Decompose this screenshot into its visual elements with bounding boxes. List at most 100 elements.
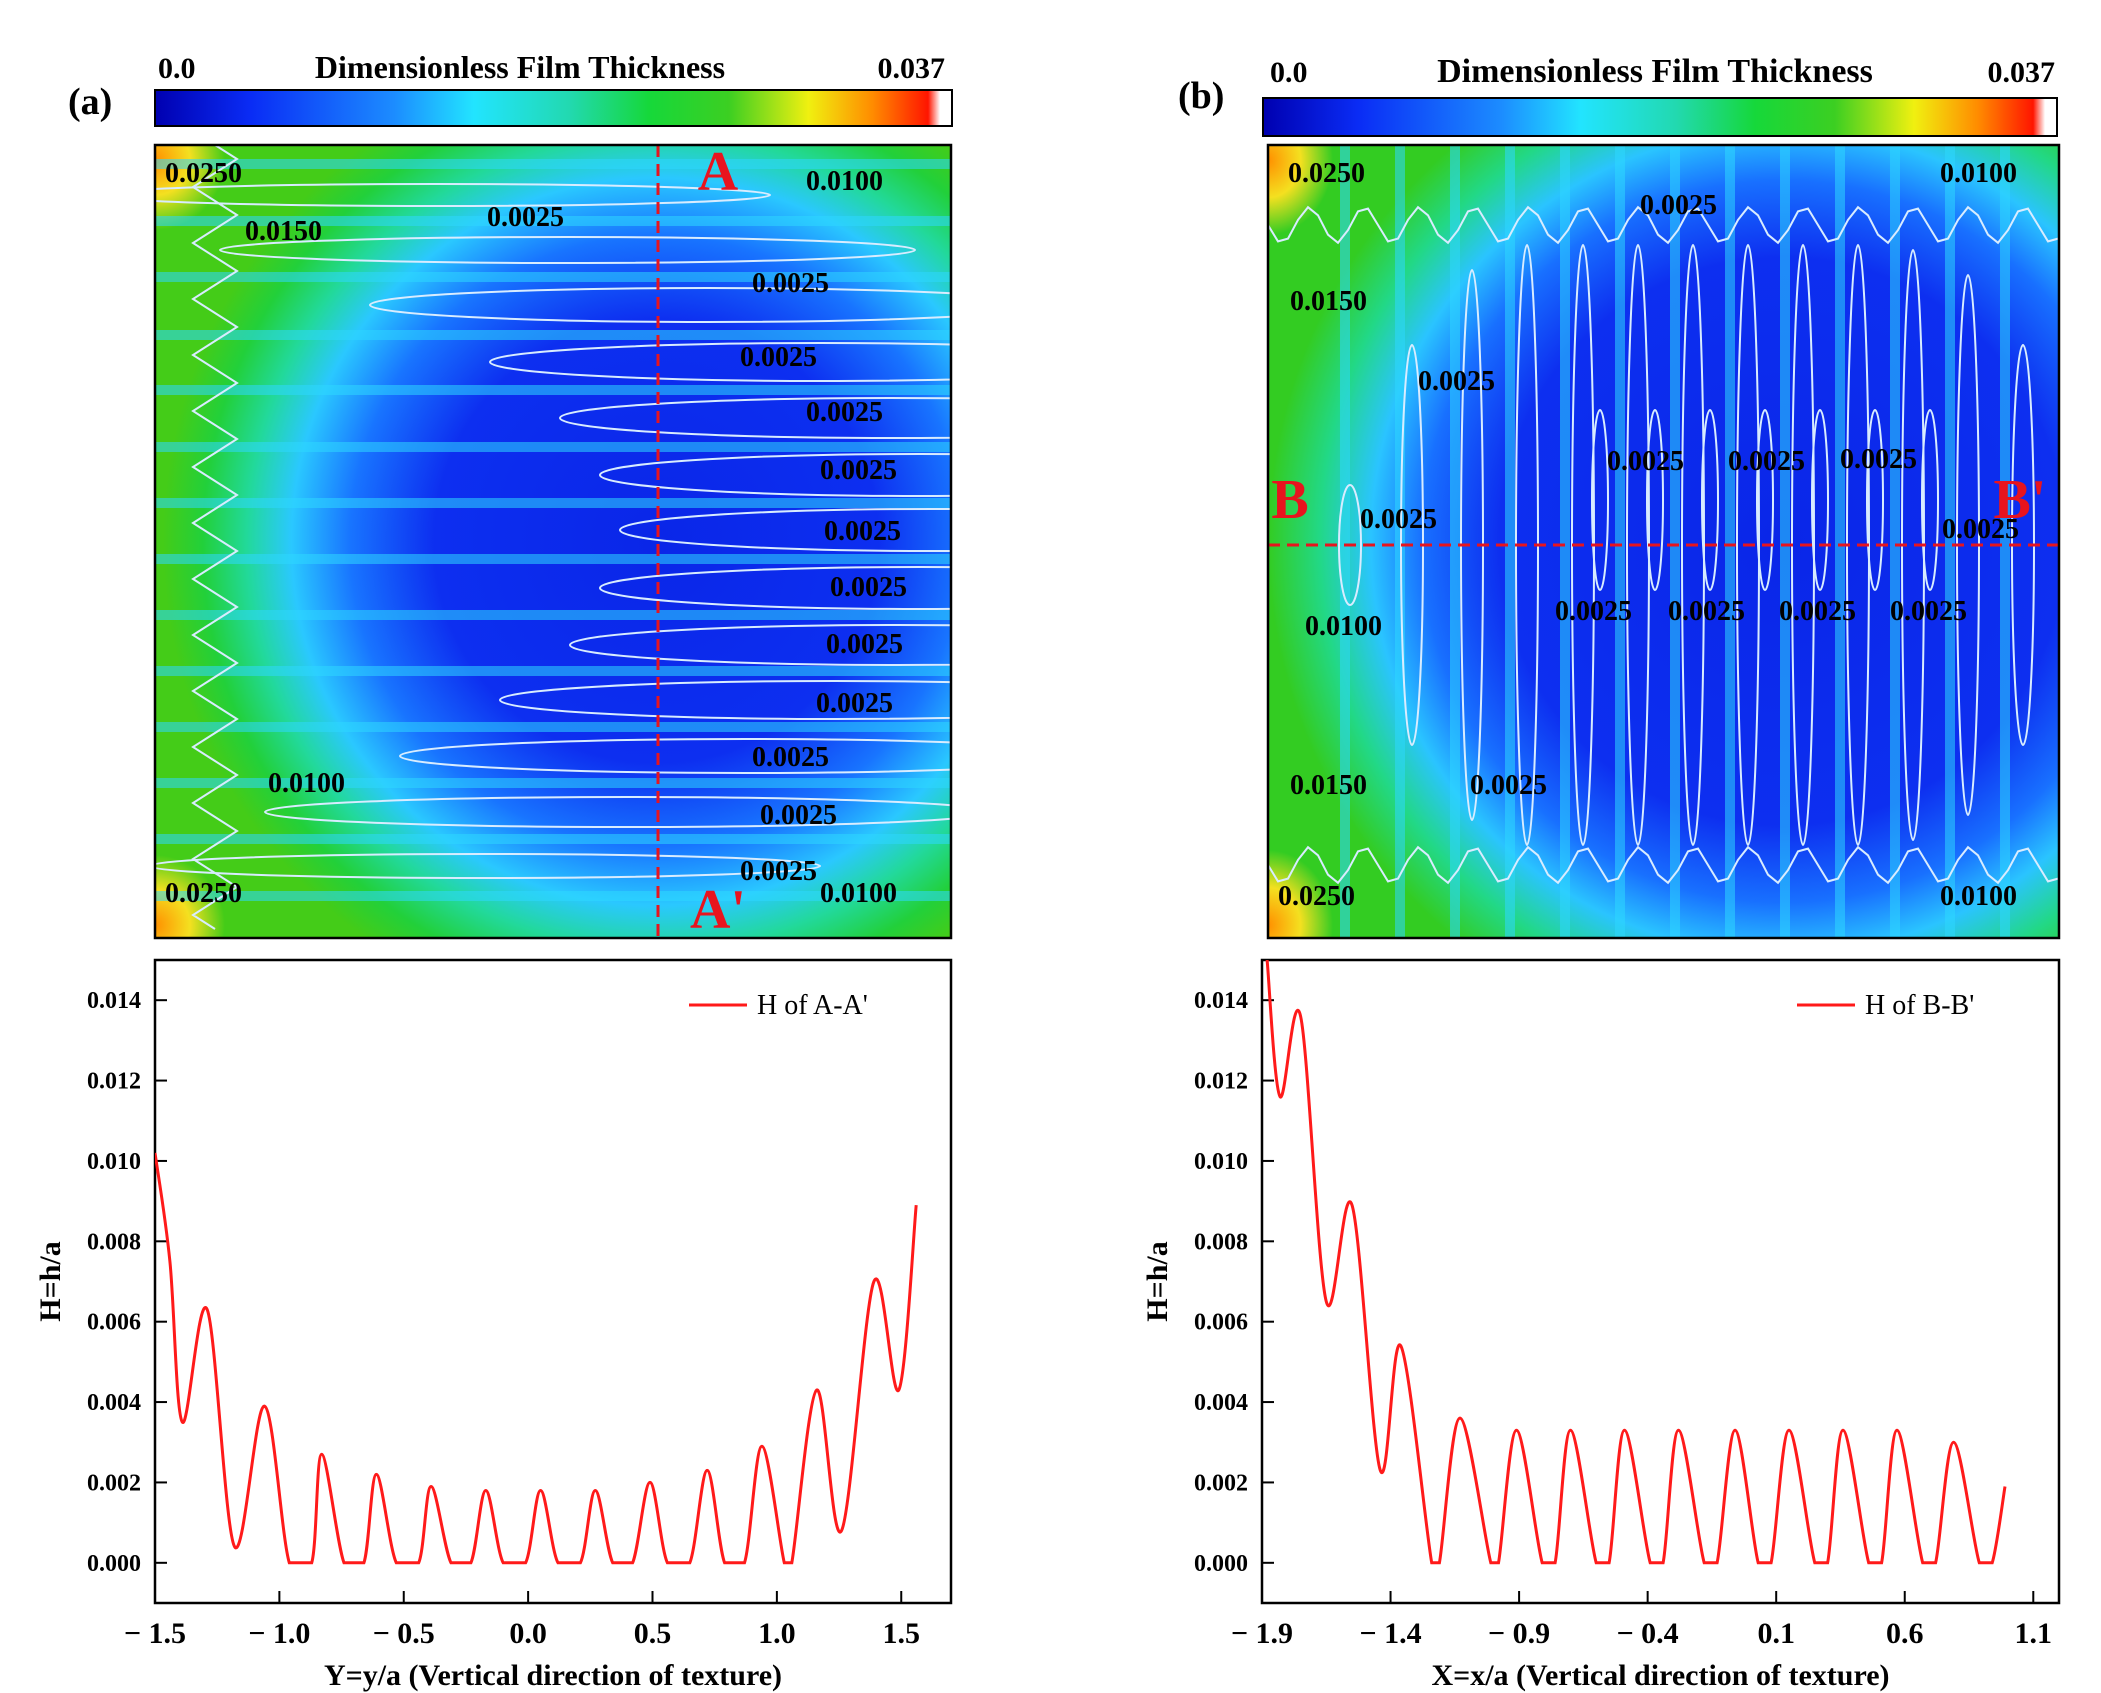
y-tick-label: 0.000 (87, 1551, 141, 1577)
colorbar-max-label-b: 0.037 (1988, 56, 2056, 89)
colorbar-max-label-a: 0.037 (878, 52, 946, 85)
y-tick-label: 0.006 (1194, 1310, 1248, 1336)
contour-labels-b: 0.0250 0.0100 0.0025 0.0150 0.0025 0.0025 0.00… (1278, 158, 2019, 912)
panel-label-b: (b) (1178, 75, 1224, 117)
contour-label: 0.0025 (1418, 366, 1495, 397)
contour-label: 0.0250 (165, 158, 242, 189)
plot-frame (1260, 958, 2061, 1605)
y-tick-label: 0.000 (1194, 1551, 1248, 1577)
section-marker-b-start: B (1271, 469, 1308, 531)
panel-b: (b) 0.0 Dimensionless Film Thickness 0.0… (1178, 53, 2061, 940)
x-tick-label: 1.1 (2015, 1617, 2053, 1650)
contour-map-b (1268, 145, 2059, 938)
series-line (1265, 960, 2007, 1565)
x-tick-label: 1.5 (883, 1617, 921, 1650)
x-tick-label: − 1.0 (248, 1617, 310, 1650)
contour-label: 0.0250 (1278, 881, 1355, 912)
series-line (155, 1152, 918, 1565)
y-tick-label: 0.010 (87, 1149, 141, 1175)
y-tick-label: 0.014 (87, 988, 141, 1014)
contour-label: 0.0025 (1942, 514, 2019, 545)
contour-label: 0.0025 (487, 202, 564, 233)
contour-label: 0.0250 (1288, 158, 1365, 189)
contour-label: 0.0025 (1360, 504, 1437, 535)
x-tick-label: − 1.4 (1359, 1617, 1421, 1650)
panel-label-a: (a) (68, 81, 112, 123)
section-marker-b-end: B' (1994, 469, 2047, 531)
y-tick-label: 0.012 (1194, 1069, 1248, 1095)
contour-label: 0.0025 (830, 572, 907, 603)
line-plot-a: 0.000 0.002 0.004 0.006 0.008 0.010 0.012 0.014… (34, 958, 953, 1692)
contour-label: 0.0250 (165, 878, 242, 909)
contour-label: 0.0025 (760, 800, 837, 831)
contour-map-a (155, 145, 951, 938)
contour-labels-a: 0.0250 0.0100 0.0150 0.0025 0.0025 0.0025 0.00… (165, 158, 907, 909)
x-tick-label: − 0.9 (1488, 1617, 1550, 1650)
x-tick-label: − 1.9 (1231, 1617, 1293, 1650)
y-tick-label: 0.010 (1194, 1149, 1248, 1175)
contour-label: 0.0100 (820, 878, 897, 909)
section-marker-a-end: A' (690, 879, 746, 941)
contour-label: 0.0025 (816, 688, 893, 719)
x-tick-label: 0.6 (1886, 1617, 1924, 1650)
legend-label: H of B-B' (1865, 990, 1974, 1021)
contour-label: 0.0025 (1640, 190, 1717, 221)
x-tick-label: − 1.5 (124, 1617, 186, 1650)
contour-label: 0.0100 (1305, 611, 1382, 642)
x-axis-label: Y=y/a (Vertical direction of texture) (324, 1659, 782, 1692)
contour-label: 0.0025 (824, 516, 901, 547)
y-axis-label: H=h/a (1141, 1241, 1174, 1321)
contour-label: 0.0025 (1470, 770, 1547, 801)
contour-label: 0.0025 (826, 629, 903, 660)
contour-label: 0.0100 (268, 768, 345, 799)
y-tick-label: 0.004 (1194, 1390, 1248, 1416)
contour-label: 0.0025 (1555, 596, 1632, 627)
contour-label: 0.0025 (1840, 444, 1917, 475)
colorbar-title-b: Dimensionless Film Thickness (1437, 53, 1873, 90)
contour-label: 0.0100 (1940, 158, 2017, 189)
contour-label: 0.0025 (1728, 446, 1805, 477)
contour-label: 0.0025 (1890, 596, 1967, 627)
contour-label: 0.0100 (806, 166, 883, 197)
x-tick-label: 1.0 (758, 1617, 796, 1650)
y-tick-label: 0.014 (1194, 988, 1248, 1014)
y-tick-label: 0.002 (1194, 1470, 1248, 1496)
line-plot-b: 0.000 0.002 0.004 0.006 0.008 0.010 0.012 0.014… (1141, 958, 2061, 1692)
contour-label: 0.0025 (752, 268, 829, 299)
y-tick-label: 0.006 (87, 1310, 141, 1336)
colorbar-min-label-b: 0.0 (1270, 56, 1308, 89)
contour-label: 0.0100 (1940, 881, 2017, 912)
plot-frame (153, 958, 953, 1605)
colorbar-min-label-a: 0.0 (158, 52, 196, 85)
legend-label: H of A-A' (757, 990, 868, 1021)
contour-label: 0.0025 (740, 342, 817, 373)
y-tick-label: 0.012 (87, 1069, 141, 1095)
contour-label: 0.0025 (740, 856, 817, 887)
contour-label: 0.0025 (1668, 596, 1745, 627)
colorbar-b (1262, 97, 2058, 137)
x-tick-label: 0.5 (634, 1617, 672, 1650)
x-tick-label: − 0.5 (373, 1617, 435, 1650)
x-tick-label: 0.1 (1757, 1617, 1795, 1650)
contour-label: 0.0025 (752, 742, 829, 773)
contour-label: 0.0025 (806, 397, 883, 428)
contour-label: 0.0150 (1290, 770, 1367, 801)
y-tick-label: 0.008 (1194, 1229, 1248, 1255)
colorbar-title-a: Dimensionless Film Thickness (315, 49, 725, 85)
x-tick-label: − 0.4 (1617, 1617, 1679, 1650)
x-tick-label: 0.0 (509, 1617, 547, 1650)
y-tick-label: 0.008 (87, 1229, 141, 1255)
x-axis-label: X=x/a (Vertical direction of texture) (1431, 1659, 1889, 1692)
y-tick-label: 0.002 (87, 1470, 141, 1496)
section-marker-a-start: A (698, 141, 739, 203)
contour-label: 0.0150 (245, 216, 322, 247)
contour-label: 0.0150 (1290, 286, 1367, 317)
colorbar-a (154, 89, 953, 127)
y-axis-label: H=h/a (34, 1241, 67, 1321)
contour-label: 0.0025 (1779, 596, 1856, 627)
contour-label: 0.0025 (820, 455, 897, 486)
y-tick-label: 0.004 (87, 1390, 141, 1416)
panel-a: (a) 0.0 Dimensionless Film Thickness 0.0… (68, 49, 953, 941)
contour-label: 0.0025 (1607, 446, 1684, 477)
